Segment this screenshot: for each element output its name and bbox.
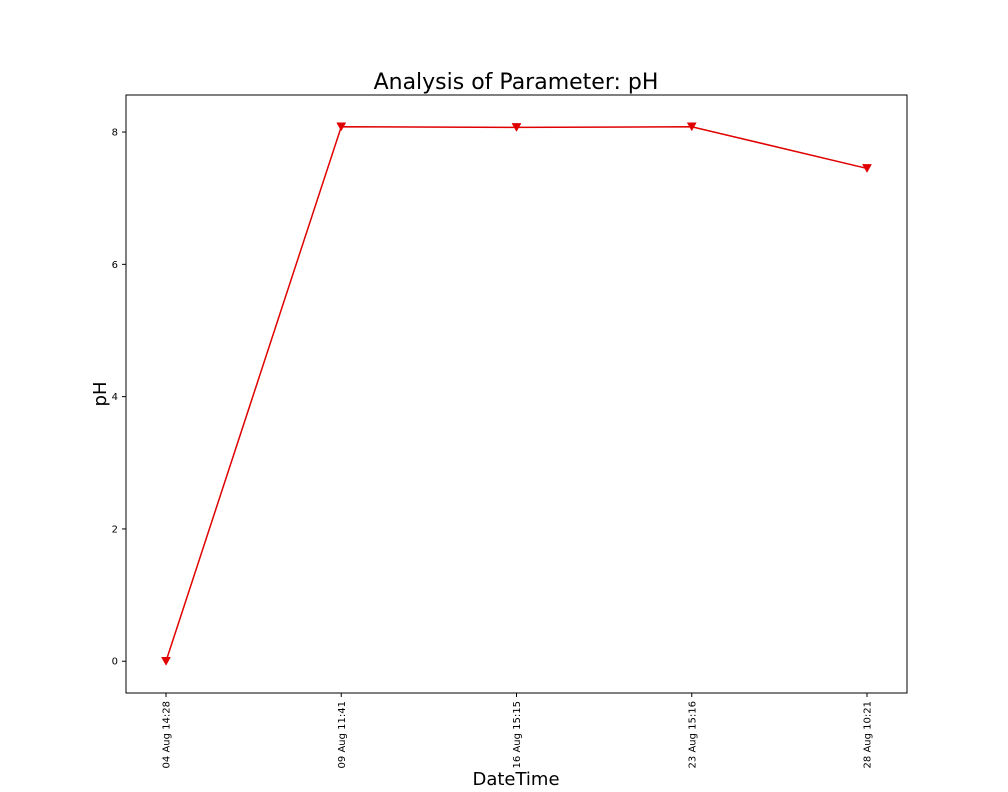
- data-point-marker: [686, 122, 697, 132]
- data-point-marker: [862, 164, 872, 173]
- data-point-marker: [161, 656, 171, 666]
- y-tick-label: 6: [112, 260, 118, 271]
- y-tick-label: 2: [112, 524, 118, 535]
- y-axis: 0 2 4 6 8: [112, 128, 126, 668]
- x-tick-label: 09 Aug 11:41: [337, 701, 348, 768]
- x-tick-label: 23 Aug 15:16: [687, 701, 698, 768]
- series-layer: [161, 122, 872, 666]
- data-point-marker: [511, 123, 522, 132]
- y-tick-label: 4: [112, 392, 118, 403]
- x-tick-label: 16 Aug 15:15: [512, 701, 523, 768]
- chart-title: Analysis of Parameter: pH: [374, 70, 659, 95]
- y-tick-label: 0: [112, 657, 118, 668]
- y-tick-label: 8: [112, 128, 118, 139]
- y-axis-label: pH: [90, 382, 111, 407]
- data-point-marker: [336, 122, 347, 132]
- x-axis: 04 Aug 14:28 09 Aug 11:41 16 Aug 15:15 23 A…: [162, 693, 874, 768]
- x-tick-label: 28 Aug 10:21: [863, 701, 874, 768]
- plot-area-frame: [125, 94, 908, 694]
- x-tick-label: 04 Aug 14:28: [162, 701, 173, 768]
- series-line: [165, 126, 868, 662]
- x-axis-label: DateTime: [472, 769, 559, 790]
